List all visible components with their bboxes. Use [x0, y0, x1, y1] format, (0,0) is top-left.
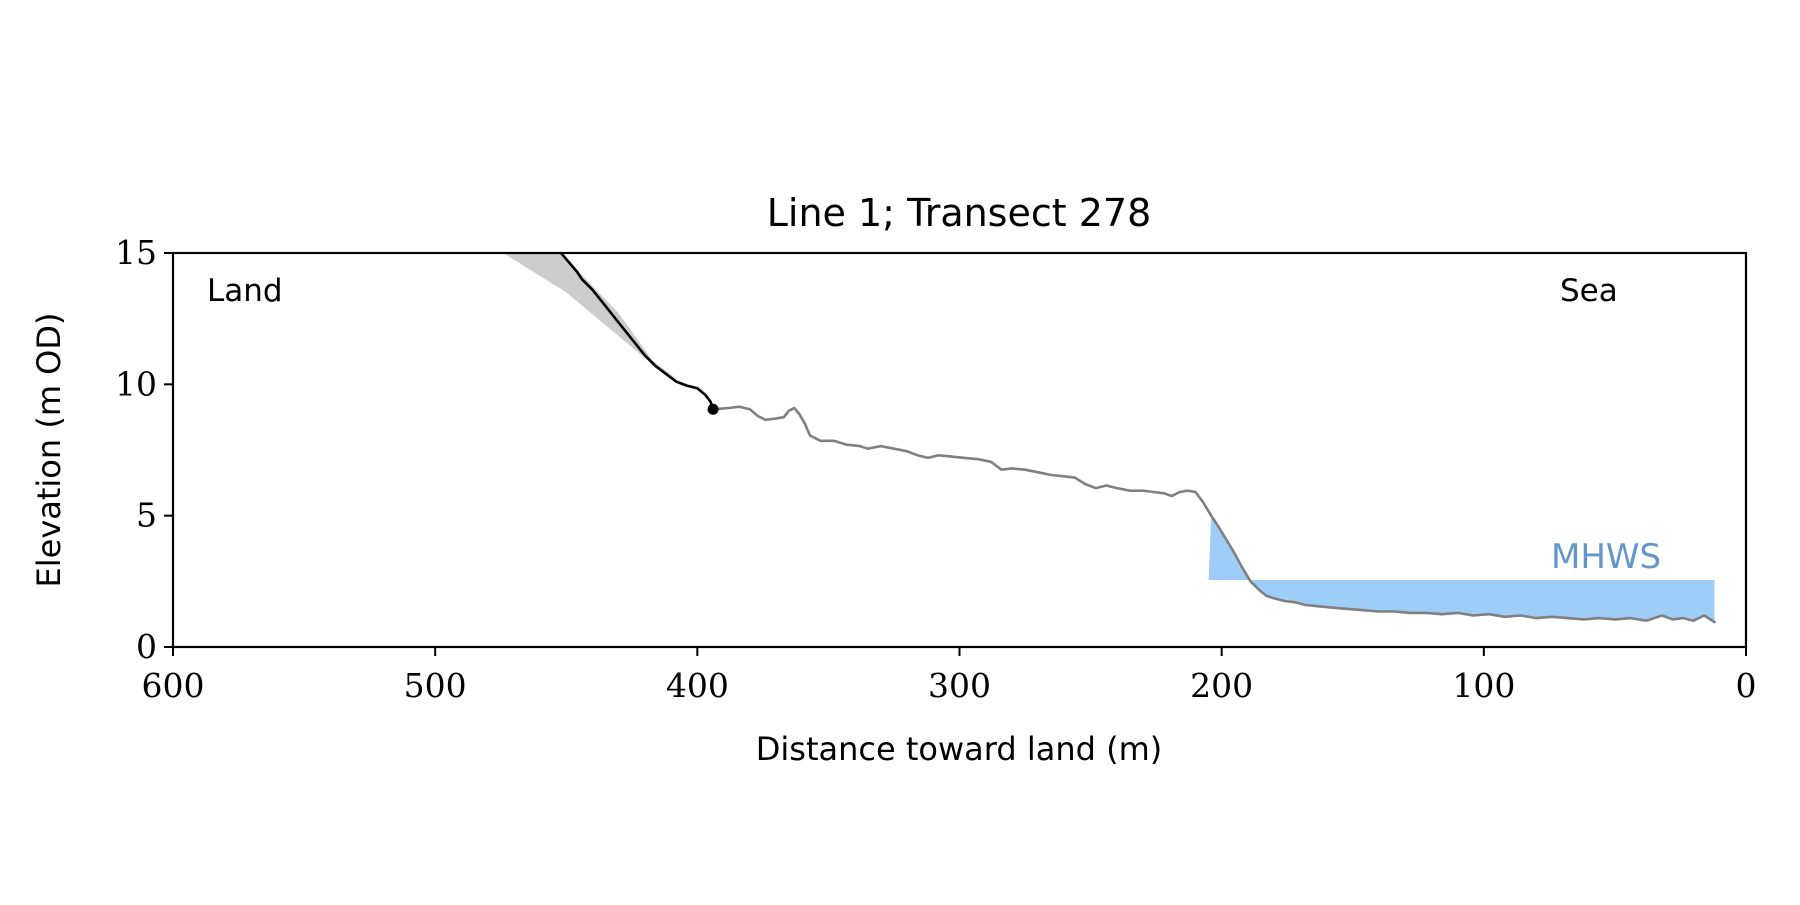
- y-tick-label: 15: [115, 233, 157, 272]
- y-tick-label: 10: [115, 364, 157, 403]
- sea-label: Sea: [1560, 273, 1618, 309]
- x-tick-label: 200: [1190, 666, 1253, 705]
- x-tick-label: 500: [404, 666, 467, 705]
- land-label: Land: [207, 273, 283, 309]
- x-axis-label: Distance toward land (m): [756, 730, 1162, 768]
- profile-line-active: [559, 253, 715, 411]
- profile-endpoint-marker: [707, 403, 719, 415]
- mhws-label: MHWS: [1551, 537, 1661, 577]
- profile-line: [711, 405, 1716, 624]
- x-tick-label: 400: [666, 666, 729, 705]
- y-tick-label: 0: [136, 627, 157, 666]
- mhws-water-band: [1208, 515, 1715, 622]
- x-tick-label: 100: [1452, 666, 1515, 705]
- x-tick-label: 0: [1736, 666, 1757, 705]
- y-tick-label: 5: [136, 496, 157, 535]
- y-axis-label: Elevation (m OD): [30, 313, 68, 588]
- x-tick-label: 600: [142, 666, 205, 705]
- cliff-wedge-area: [503, 253, 685, 385]
- chart-title: Line 1; Transect 278: [767, 191, 1152, 235]
- x-tick-label: 300: [928, 666, 991, 705]
